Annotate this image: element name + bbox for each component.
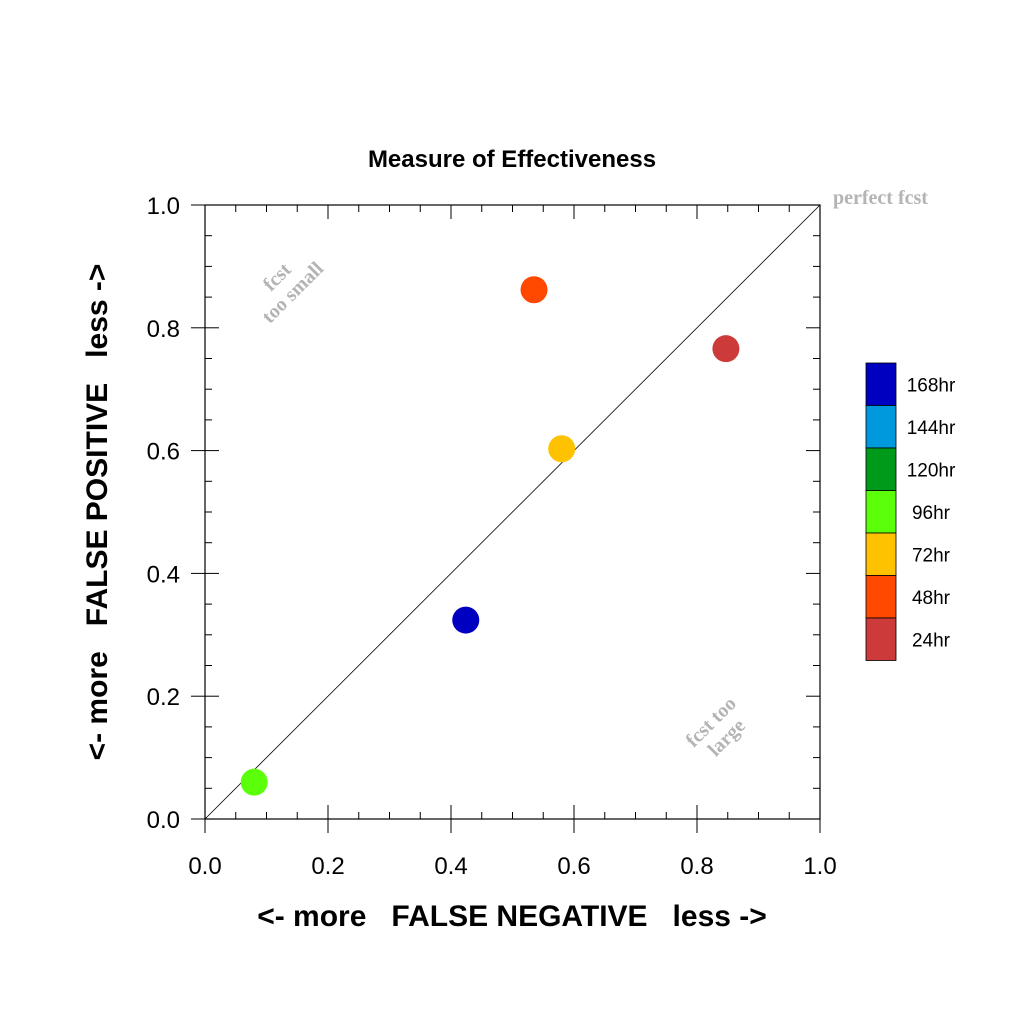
y-tick-label: 0.0 bbox=[147, 807, 180, 834]
scatter-point-72hr bbox=[548, 435, 576, 463]
y-axis-label: <- more FALSE POSITIVE less -> bbox=[81, 264, 114, 761]
legend-swatch-144hr bbox=[865, 405, 897, 449]
legend-label-48hr: 48hr bbox=[912, 588, 951, 609]
legend-label-144hr: 144hr bbox=[907, 418, 956, 439]
x-tick-label: 0.2 bbox=[311, 853, 344, 880]
legend: 168hr 144hr 120hr 96hr 72hr 48hr 24hr bbox=[865, 362, 956, 661]
annotation-too-small-line2: too small bbox=[258, 257, 328, 327]
perfect-forecast-diagonal bbox=[204, 204, 821, 820]
legend-swatch-120hr bbox=[865, 447, 897, 491]
y-tick-label: 0.6 bbox=[147, 439, 180, 466]
x-tick-label: 0.0 bbox=[188, 853, 221, 880]
y-tick-label: 0.8 bbox=[147, 316, 180, 343]
chart-title: Measure of Effectiveness bbox=[368, 146, 656, 173]
y-tick-label: 0.4 bbox=[147, 561, 180, 588]
legend-swatch-24hr bbox=[865, 617, 897, 661]
x-tick-label: 0.4 bbox=[434, 853, 467, 880]
tick-marks bbox=[191, 204, 821, 833]
y-tick-label: 0.2 bbox=[147, 684, 180, 711]
tick-labels: 0.0 0.2 0.4 0.6 0.8 1.0 0.0 0.2 0.4 0.6 0.8 1.0 bbox=[147, 193, 837, 880]
legend-swatch-168hr bbox=[865, 362, 897, 406]
legend-label-96hr: 96hr bbox=[912, 503, 951, 524]
y-tick-label: 1.0 bbox=[147, 193, 180, 220]
annotation-fcst-too-small: fcst too small bbox=[258, 257, 328, 327]
annotation-fcst-too-large: fcst too large bbox=[682, 693, 750, 761]
scatter-point-96hr bbox=[240, 768, 268, 796]
scatter-point-168hr bbox=[452, 606, 480, 634]
x-axis-label: <- more FALSE NEGATIVE less -> bbox=[257, 900, 767, 933]
legend-label-120hr: 120hr bbox=[907, 460, 956, 481]
legend-swatch-48hr bbox=[865, 575, 897, 619]
legend-swatch-96hr bbox=[865, 490, 897, 534]
legend-label-24hr: 24hr bbox=[912, 630, 951, 651]
x-tick-label: 0.8 bbox=[680, 853, 713, 880]
scatter-point-24hr bbox=[712, 335, 740, 363]
x-tick-label: 1.0 bbox=[803, 853, 836, 880]
legend-swatch-72hr bbox=[865, 532, 897, 576]
scatter-point-48hr bbox=[520, 276, 548, 304]
legend-label-72hr: 72hr bbox=[912, 545, 951, 566]
annotation-perfect-fcst: perfect fcst bbox=[833, 187, 928, 209]
x-tick-label: 0.6 bbox=[557, 853, 590, 880]
legend-label-168hr: 168hr bbox=[907, 375, 956, 396]
data-points bbox=[240, 276, 740, 796]
